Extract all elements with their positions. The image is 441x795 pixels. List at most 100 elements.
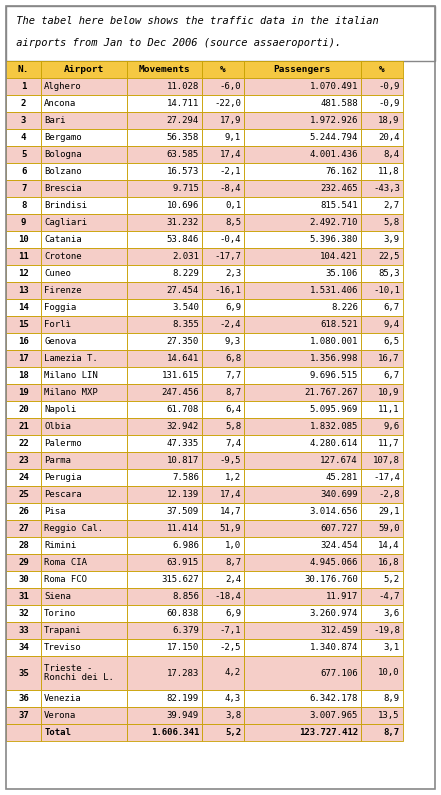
- Text: 15: 15: [18, 320, 29, 329]
- Bar: [244, 418, 361, 435]
- Bar: [6, 724, 41, 741]
- Text: Pisa: Pisa: [44, 507, 66, 516]
- Bar: [41, 418, 127, 435]
- Bar: [202, 639, 244, 656]
- Text: 13: 13: [18, 286, 29, 295]
- Text: 60.838: 60.838: [167, 609, 199, 618]
- Text: -19,8: -19,8: [373, 626, 400, 635]
- Bar: [244, 350, 361, 367]
- Text: Verona: Verona: [44, 711, 76, 720]
- Bar: [244, 333, 361, 350]
- Text: 7: 7: [21, 184, 26, 193]
- Text: 11,7: 11,7: [378, 439, 400, 448]
- Bar: [127, 350, 202, 367]
- Text: airports from Jan to Dec 2006 (source assaeroporti).: airports from Jan to Dec 2006 (source as…: [10, 38, 341, 48]
- Text: Perugia: Perugia: [44, 473, 82, 482]
- Bar: [41, 163, 127, 180]
- Text: 232.465: 232.465: [320, 184, 358, 193]
- Bar: [244, 95, 361, 112]
- Text: 3,8: 3,8: [225, 711, 241, 720]
- Text: 56.358: 56.358: [167, 133, 199, 142]
- Text: 35: 35: [18, 669, 29, 677]
- Bar: [127, 520, 202, 537]
- Text: Cuneo: Cuneo: [44, 269, 71, 278]
- Text: Bari: Bari: [44, 116, 66, 125]
- Text: 3,6: 3,6: [384, 609, 400, 618]
- Text: 13,5: 13,5: [378, 711, 400, 720]
- Bar: [361, 452, 403, 469]
- Text: 11: 11: [18, 252, 29, 261]
- Text: -2,4: -2,4: [220, 320, 241, 329]
- Text: -17,4: -17,4: [373, 473, 400, 482]
- Text: Trieste -: Trieste -: [44, 664, 93, 673]
- Bar: [202, 248, 244, 265]
- Text: 3: 3: [21, 116, 26, 125]
- Text: 6.986: 6.986: [172, 541, 199, 550]
- Text: 14: 14: [18, 303, 29, 312]
- Bar: [127, 707, 202, 724]
- Text: 247.456: 247.456: [161, 388, 199, 397]
- Text: Firenze: Firenze: [44, 286, 82, 295]
- Text: 12.139: 12.139: [167, 490, 199, 499]
- Bar: [244, 469, 361, 486]
- Bar: [127, 724, 202, 741]
- Text: 1.832.085: 1.832.085: [310, 422, 358, 431]
- Text: Forlì: Forlì: [44, 320, 71, 329]
- Bar: [244, 520, 361, 537]
- Text: 5,8: 5,8: [384, 218, 400, 227]
- Bar: [361, 435, 403, 452]
- Text: 30.176.760: 30.176.760: [304, 575, 358, 584]
- Bar: [202, 656, 244, 690]
- Text: Ronchi dei L.: Ronchi dei L.: [44, 673, 114, 682]
- Text: Passengers: Passengers: [274, 65, 331, 74]
- Text: 20: 20: [18, 405, 29, 414]
- Bar: [361, 265, 403, 282]
- Text: -16,1: -16,1: [214, 286, 241, 295]
- Text: N.: N.: [18, 65, 30, 74]
- Bar: [361, 469, 403, 486]
- Text: 61.708: 61.708: [167, 405, 199, 414]
- Bar: [361, 95, 403, 112]
- Bar: [244, 163, 361, 180]
- Text: -9,5: -9,5: [220, 456, 241, 465]
- Bar: [127, 180, 202, 197]
- Text: 27.294: 27.294: [167, 116, 199, 125]
- Text: 16.573: 16.573: [167, 167, 199, 176]
- Bar: [202, 367, 244, 384]
- Text: 19: 19: [18, 388, 29, 397]
- Bar: [41, 95, 127, 112]
- Bar: [361, 707, 403, 724]
- Bar: [127, 316, 202, 333]
- Bar: [244, 265, 361, 282]
- Bar: [202, 163, 244, 180]
- Bar: [127, 486, 202, 503]
- Bar: [361, 248, 403, 265]
- Bar: [202, 180, 244, 197]
- Text: 1,0: 1,0: [225, 541, 241, 550]
- Bar: [6, 146, 41, 163]
- Text: 4,2: 4,2: [225, 669, 241, 677]
- Bar: [202, 503, 244, 520]
- Bar: [41, 656, 127, 690]
- Bar: [41, 605, 127, 622]
- Text: 9,4: 9,4: [384, 320, 400, 329]
- Text: Trapani: Trapani: [44, 626, 82, 635]
- Text: 32: 32: [18, 609, 29, 618]
- Bar: [127, 112, 202, 129]
- Text: -22,0: -22,0: [214, 99, 241, 108]
- Bar: [41, 197, 127, 214]
- Text: 607.727: 607.727: [320, 524, 358, 533]
- Bar: [361, 61, 403, 78]
- Text: 17,9: 17,9: [220, 116, 241, 125]
- Bar: [127, 588, 202, 605]
- Bar: [361, 656, 403, 690]
- Text: Treviso: Treviso: [44, 643, 82, 652]
- Text: 28: 28: [18, 541, 29, 550]
- Text: Torino: Torino: [44, 609, 76, 618]
- Text: 45.281: 45.281: [325, 473, 358, 482]
- Bar: [127, 248, 202, 265]
- Bar: [6, 486, 41, 503]
- Bar: [361, 639, 403, 656]
- Text: -43,3: -43,3: [373, 184, 400, 193]
- Text: 32.942: 32.942: [167, 422, 199, 431]
